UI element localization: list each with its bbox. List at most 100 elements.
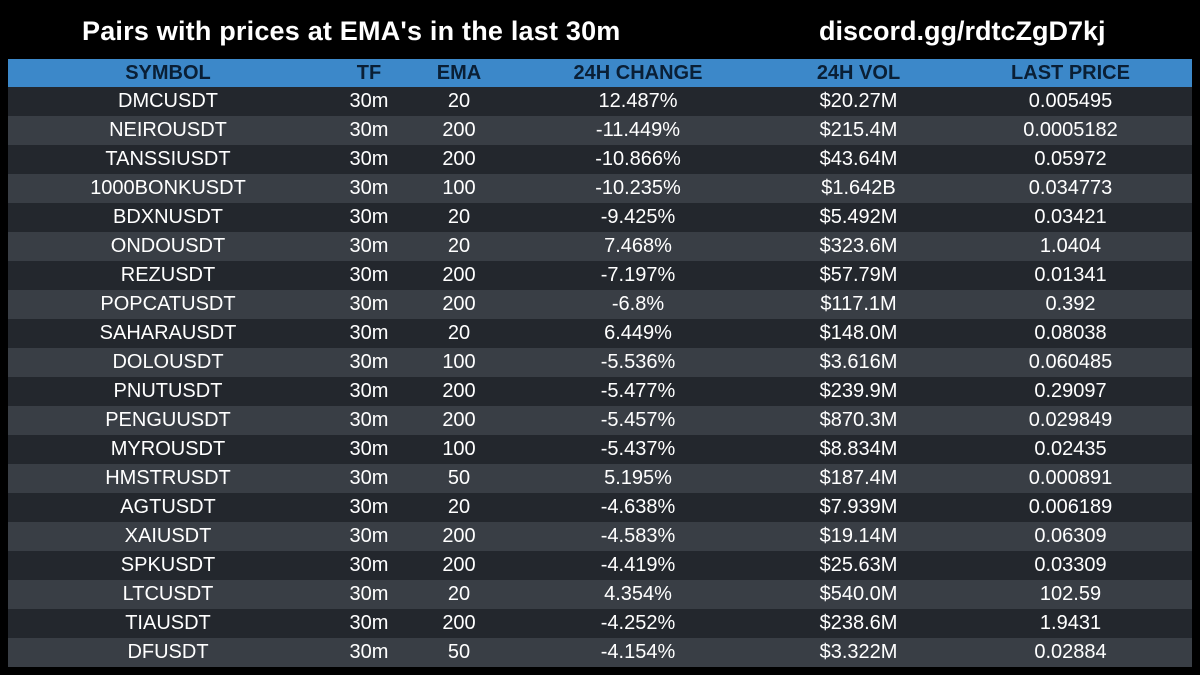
symbol-cell: SAHARAUSDT (8, 319, 328, 348)
tf-cell: 30m (328, 464, 410, 493)
tf-cell: 30m (328, 174, 410, 203)
table-row[interactable]: TANSSIUSDT 30m 200 -10.866% $43.64M 0.05972 (8, 145, 1192, 174)
change-cell: -5.477% (508, 377, 768, 406)
volume-cell: $215.4M (768, 116, 949, 145)
symbol-cell: 1000BONKUSDT (8, 174, 328, 203)
tf-cell: 30m (328, 638, 410, 667)
table-row[interactable]: SAHARAUSDT 30m 20 6.449% $148.0M 0.08038 (8, 319, 1192, 348)
symbol-cell: LTCUSDT (8, 580, 328, 609)
ema-cell: 200 (410, 377, 508, 406)
change-cell: -5.457% (508, 406, 768, 435)
volume-cell: $8.834M (768, 435, 949, 464)
table-row[interactable]: BDXNUSDT 30m 20 -9.425% $5.492M 0.03421 (8, 203, 1192, 232)
tf-cell: 30m (328, 377, 410, 406)
table-row[interactable]: DMCUSDT 30m 20 12.487% $20.27M 0.005495 (8, 87, 1192, 116)
symbol-cell: REZUSDT (8, 261, 328, 290)
change-cell: 7.468% (508, 232, 768, 261)
ema-cell: 200 (410, 609, 508, 638)
volume-cell: $3.616M (768, 348, 949, 377)
volume-cell: $148.0M (768, 319, 949, 348)
ema-cell: 100 (410, 435, 508, 464)
volume-cell: $5.492M (768, 203, 949, 232)
tf-cell: 30m (328, 522, 410, 551)
column-header-24h-vol[interactable]: 24H VOL (768, 59, 949, 87)
tf-cell: 30m (328, 116, 410, 145)
table-row[interactable]: LTCUSDT 30m 20 4.354% $540.0M 102.59 (8, 580, 1192, 609)
ema-cell: 50 (410, 464, 508, 493)
table-row[interactable]: HMSTRUSDT 30m 50 5.195% $187.4M 0.000891 (8, 464, 1192, 493)
symbol-cell: MYROUSDT (8, 435, 328, 464)
table-row[interactable]: PENGUUSDT 30m 200 -5.457% $870.3M 0.029849 (8, 406, 1192, 435)
price-cell: 0.02884 (949, 638, 1192, 667)
column-header-ema[interactable]: EMA (410, 59, 508, 87)
price-cell: 0.03309 (949, 551, 1192, 580)
column-header-24h-change[interactable]: 24H CHANGE (508, 59, 768, 87)
change-cell: 4.354% (508, 580, 768, 609)
price-cell: 0.29097 (949, 377, 1192, 406)
change-cell: -4.419% (508, 551, 768, 580)
tf-cell: 30m (328, 87, 410, 116)
volume-cell: $1.642B (768, 174, 949, 203)
symbol-cell: DMCUSDT (8, 87, 328, 116)
volume-cell: $323.6M (768, 232, 949, 261)
price-cell: 0.02435 (949, 435, 1192, 464)
volume-cell: $239.9M (768, 377, 949, 406)
volume-cell: $117.1M (768, 290, 949, 319)
price-cell: 0.0005182 (949, 116, 1192, 145)
ema-cell: 20 (410, 580, 508, 609)
tf-cell: 30m (328, 406, 410, 435)
volume-cell: $19.14M (768, 522, 949, 551)
discord-link[interactable]: discord.gg/rdtcZgD7kj (819, 16, 1106, 46)
change-cell: -6.8% (508, 290, 768, 319)
table-row[interactable]: PNUTUSDT 30m 200 -5.477% $239.9M 0.29097 (8, 377, 1192, 406)
table-row[interactable]: NEIROUSDT 30m 200 -11.449% $215.4M 0.0005182 (8, 116, 1192, 145)
volume-cell: $43.64M (768, 145, 949, 174)
column-header-last-price[interactable]: LAST PRICE (949, 59, 1192, 87)
ema-cell: 200 (410, 551, 508, 580)
change-cell: -4.252% (508, 609, 768, 638)
change-cell: -4.154% (508, 638, 768, 667)
symbol-cell: ONDOUSDT (8, 232, 328, 261)
price-cell: 0.08038 (949, 319, 1192, 348)
change-cell: -10.235% (508, 174, 768, 203)
column-header-tf[interactable]: TF (328, 59, 410, 87)
table-row[interactable]: XAIUSDT 30m 200 -4.583% $19.14M 0.06309 (8, 522, 1192, 551)
table-row[interactable]: TIAUSDT 30m 200 -4.252% $238.6M 1.9431 (8, 609, 1192, 638)
price-cell: 0.392 (949, 290, 1192, 319)
tf-cell: 30m (328, 435, 410, 464)
tf-cell: 30m (328, 261, 410, 290)
tf-cell: 30m (328, 609, 410, 638)
ema-cell: 20 (410, 319, 508, 348)
tf-cell: 30m (328, 232, 410, 261)
symbol-cell: POPCATUSDT (8, 290, 328, 319)
pairs-table: SYMBOL TF EMA 24H CHANGE 24H VOL LAST PR… (8, 59, 1192, 667)
change-cell: 6.449% (508, 319, 768, 348)
volume-cell: $238.6M (768, 609, 949, 638)
table-row[interactable]: 1000BONKUSDT 30m 100 -10.235% $1.642B 0.03477… (8, 174, 1192, 203)
ema-cell: 200 (410, 522, 508, 551)
table-row[interactable]: ONDOUSDT 30m 20 7.468% $323.6M 1.0404 (8, 232, 1192, 261)
ema-cell: 200 (410, 261, 508, 290)
price-cell: 0.029849 (949, 406, 1192, 435)
table-row[interactable]: DFUSDT 30m 50 -4.154% $3.322M 0.02884 (8, 638, 1192, 667)
ema-cell: 200 (410, 290, 508, 319)
ema-cell: 20 (410, 493, 508, 522)
table-row[interactable]: REZUSDT 30m 200 -7.197% $57.79M 0.01341 (8, 261, 1192, 290)
price-cell: 0.034773 (949, 174, 1192, 203)
table-body: DMCUSDT 30m 20 12.487% $20.27M 0.005495 NEIROU… (8, 87, 1192, 667)
tf-cell: 30m (328, 319, 410, 348)
column-header-symbol[interactable]: SYMBOL (8, 59, 328, 87)
symbol-cell: NEIROUSDT (8, 116, 328, 145)
volume-cell: $25.63M (768, 551, 949, 580)
table-row[interactable]: POPCATUSDT 30m 200 -6.8% $117.1M 0.392 (8, 290, 1192, 319)
table-row[interactable]: DOLOUSDT 30m 100 -5.536% $3.616M 0.060485 (8, 348, 1192, 377)
table-row[interactable]: AGTUSDT 30m 20 -4.638% $7.939M 0.006189 (8, 493, 1192, 522)
tf-cell: 30m (328, 145, 410, 174)
change-cell: -5.437% (508, 435, 768, 464)
ema-cell: 20 (410, 87, 508, 116)
price-cell: 0.05972 (949, 145, 1192, 174)
change-cell: -9.425% (508, 203, 768, 232)
table-row[interactable]: MYROUSDT 30m 100 -5.437% $8.834M 0.02435 (8, 435, 1192, 464)
header-row: SYMBOL TF EMA 24H CHANGE 24H VOL LAST PR… (8, 59, 1192, 87)
table-row[interactable]: SPKUSDT 30m 200 -4.419% $25.63M 0.03309 (8, 551, 1192, 580)
